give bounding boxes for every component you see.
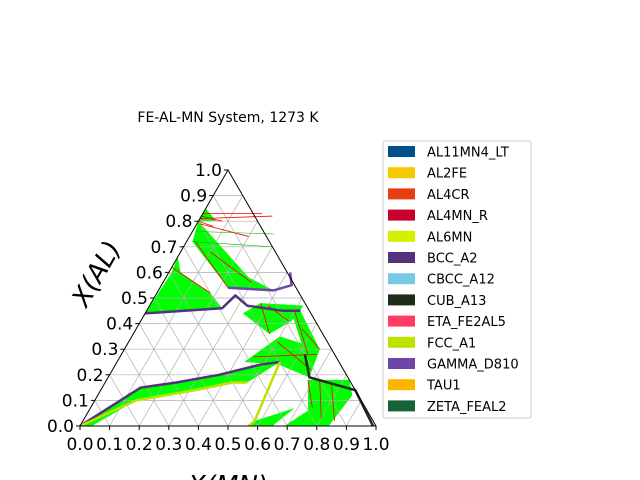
y-tick-label: 0.0 (47, 417, 74, 437)
phase-boundary (303, 354, 375, 427)
legend-swatch (388, 315, 415, 327)
grid-line (138, 323, 199, 427)
y-tick-label: 0.5 (121, 289, 148, 309)
legend-swatch (388, 252, 415, 263)
phase-boundaries (79, 272, 375, 428)
y-tick-label: 0.2 (77, 366, 104, 386)
legend-swatch (388, 358, 415, 369)
phase-boundary (79, 381, 248, 428)
grid-line (153, 297, 229, 427)
tie-line (199, 215, 273, 220)
tie-line (307, 379, 313, 409)
x-tick-label: 0.0 (66, 435, 93, 455)
grid-line (183, 246, 288, 427)
two-phase-region (284, 379, 353, 426)
x-tick-label: 0.9 (333, 435, 360, 455)
grid-line (109, 374, 140, 427)
grid-line (168, 246, 273, 427)
tie-line (171, 266, 211, 294)
x-tick-label: 0.2 (126, 435, 153, 455)
legend-swatch (388, 400, 415, 412)
legend-swatch (388, 188, 415, 200)
x-tick-label: 0.6 (244, 435, 271, 455)
grid-lines (94, 195, 362, 427)
y-tick-label: 1.0 (195, 161, 222, 181)
legend-label: AL2FE (427, 167, 467, 182)
x-tick-label: 0.4 (185, 435, 212, 455)
tie-line (331, 385, 335, 421)
legend-label: TAU1 (426, 379, 461, 394)
y-tick-label: 0.3 (91, 340, 118, 360)
grid-line (346, 400, 362, 427)
legend-label: CUB_A13 (427, 294, 486, 309)
legend-swatch (388, 230, 415, 242)
y-tick-label: 0.6 (136, 263, 163, 283)
legend-label: AL11MN4_LT (427, 146, 509, 161)
legend-swatch (388, 379, 415, 391)
phase-boundary (247, 361, 281, 427)
tie-line (201, 215, 223, 222)
y-axis-ticks: 0.0 0.1 0.2 0.3 0.4 0.5 0.6 0.7 0.8 0.9 1.0 (47, 161, 228, 437)
legend-swatch (388, 294, 415, 306)
grid-line (227, 297, 303, 427)
x-axis-ticks: 0.0 0.1 0.2 0.3 0.4 0.5 0.6 0.7 0.8 0.9 1.0 (66, 426, 390, 455)
x-axis-label: X(MN) (186, 471, 268, 480)
two-phase-region (192, 221, 274, 291)
legend-label: ZETA_FEAL2 (427, 400, 507, 415)
legend-swatch (388, 209, 415, 221)
x-tick-label: 0.5 (214, 435, 241, 455)
chart-title: FE-AL-MN System, 1273 K (137, 110, 319, 126)
x-tick-label: 0.1 (96, 435, 123, 455)
tie-line (198, 220, 214, 227)
x-tick-label: 0.3 (155, 435, 182, 455)
legend-swatch (388, 167, 415, 179)
legend-label: FCC_A1 (427, 336, 476, 351)
tie-line (195, 241, 229, 288)
x-tick-label: 1.0 (362, 435, 389, 455)
tie-line (301, 328, 321, 350)
grid-line (198, 221, 318, 427)
legend-label: CBCC_A12 (427, 273, 495, 288)
tie-line (276, 341, 312, 370)
y-axis-label: X(AL) (65, 236, 127, 314)
x-tick-label: 0.8 (303, 435, 330, 455)
two-phase-region (145, 257, 223, 314)
tie-line (195, 231, 274, 235)
grid-line (168, 272, 258, 427)
y-tick-label: 0.8 (165, 212, 192, 232)
legend-label: BCC_A2 (427, 252, 478, 267)
legend-label: GAMMA_D810 (427, 358, 519, 373)
legend-swatch (388, 273, 415, 285)
tie-line (192, 241, 273, 248)
x-tick-label: 0.7 (274, 435, 301, 455)
y-tick-label: 0.1 (62, 391, 89, 411)
y-tick-label: 0.7 (151, 238, 178, 258)
phase-boundary (79, 360, 280, 428)
tie-line (319, 379, 322, 419)
legend-swatch (388, 336, 415, 348)
legend-label: AL6MN (427, 230, 472, 245)
y-tick-label: 0.9 (180, 187, 207, 207)
legend-frame (382, 140, 532, 419)
phase-boundary (145, 294, 301, 315)
tie-line (199, 223, 249, 237)
legend-swatch (388, 146, 415, 157)
legend-label: AL4CR (427, 188, 470, 203)
tie-line (294, 310, 309, 355)
legend-label: ETA_FE2AL5 (427, 315, 506, 330)
legend-label: AL4MN_R (427, 209, 488, 224)
tie-line (210, 251, 252, 283)
legend: AL11MN4_LT AL2FE AL4CR AL4MN_R AL6MN BCC_A2 CB… (382, 140, 532, 419)
y-tick-label: 0.4 (106, 315, 133, 335)
